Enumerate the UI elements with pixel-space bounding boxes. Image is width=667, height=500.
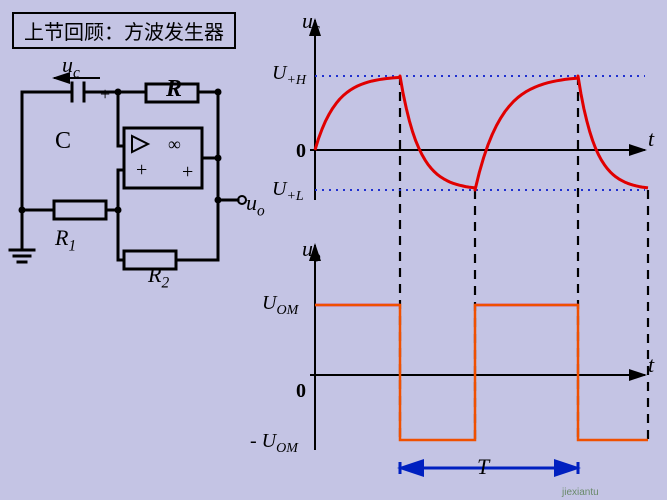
uc-UH: U+H [272,62,306,89]
watermark: jiexiantu [562,487,599,498]
title-text: 上节回顾：方波发生器 [24,22,224,44]
uo-axis-x: t [648,352,654,378]
uc-axis-x: t [648,126,654,152]
label-uo: uo [246,190,265,220]
uc-UL: U+L [272,178,304,205]
label-plus-cap: + [100,84,110,105]
label-R2: R2 [148,262,169,292]
title-box: 上节回顾：方波发生器 [12,12,236,49]
label-R1: R1 [55,225,76,255]
uo-nUOM: - UOM [250,430,298,457]
label-uc: uc [62,52,80,82]
diagram-canvas: ∞++ [0,0,667,500]
label-R: R [166,76,182,103]
uo-T: T [477,454,489,480]
svg-text:+: + [136,159,147,181]
svg-text:+: + [182,161,193,183]
label-C: C [55,128,71,155]
uo-UOM: UOM [262,292,298,319]
svg-text:∞: ∞ [168,134,181,154]
uo-axis-y: uo [302,236,321,266]
uc-axis-y: uc [302,8,320,38]
uo-zero: 0 [296,380,306,403]
uc-zero: 0 [296,140,306,163]
